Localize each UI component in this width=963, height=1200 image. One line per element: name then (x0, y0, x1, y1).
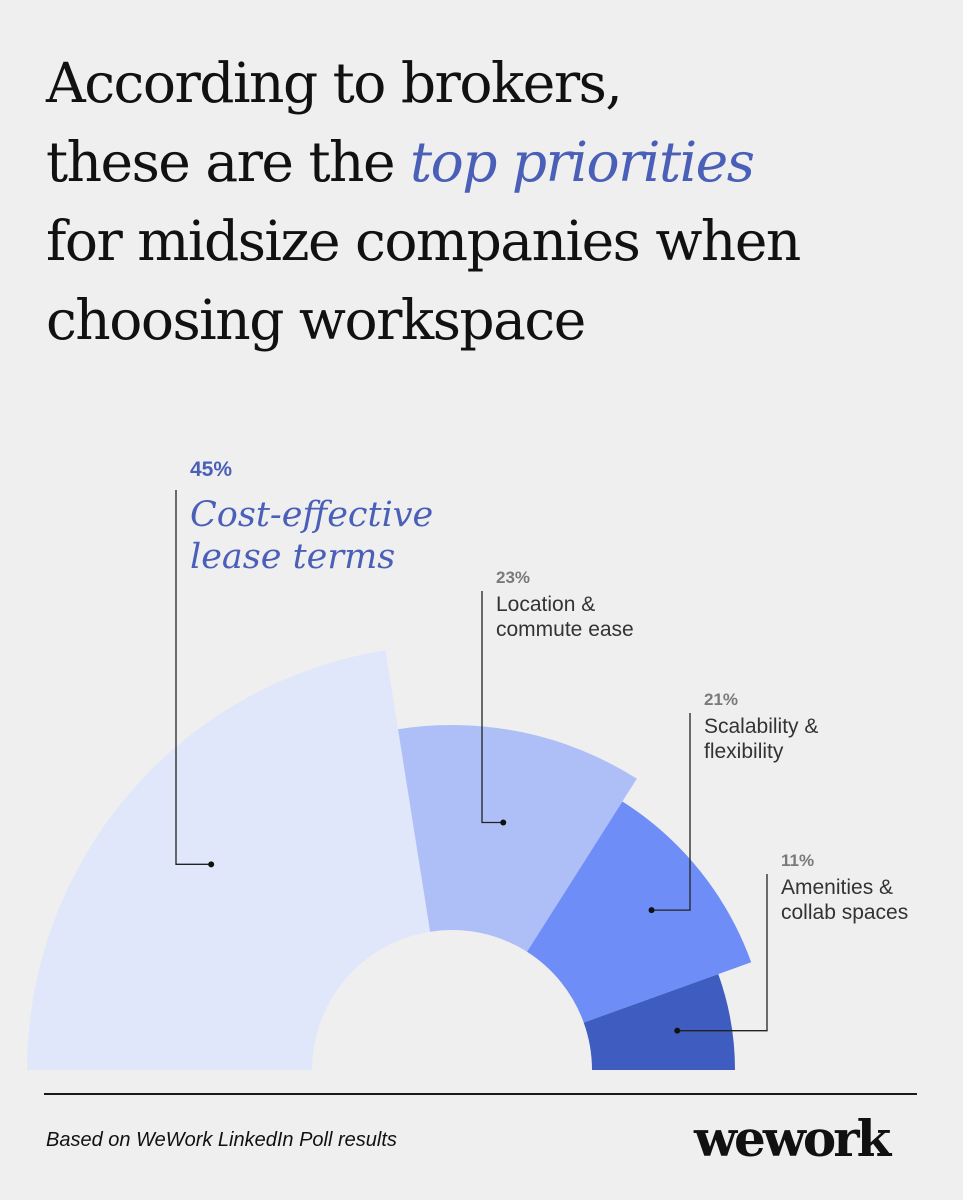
headline: According to brokers, these are the top … (46, 44, 936, 360)
slice-percent-label: 45% (190, 458, 232, 481)
slice-name-label: lease terms (190, 537, 395, 577)
leader-line-4 (677, 874, 768, 1032)
slice-percent-label: 11% (781, 851, 814, 870)
leader-line-2 (481, 591, 504, 824)
leader-dot-4 (674, 1027, 681, 1034)
headline-line-4: choosing workspace (46, 288, 586, 352)
leader-dot-3 (648, 907, 655, 914)
slice-name-label: commute ease (496, 618, 634, 641)
leader-line-3 (651, 713, 691, 911)
headline-highlight: top priorities (410, 130, 755, 194)
slice-name-label: Scalability & (704, 715, 818, 738)
headline-line-3: for midsize companies when (46, 209, 801, 273)
leader-line-1 (175, 490, 212, 865)
slice-name-label: Cost-effective (190, 495, 433, 535)
headline-line-2-prefix: these are the (46, 130, 410, 194)
slice-3 (527, 801, 752, 1023)
slice-4 (583, 974, 735, 1070)
wework-logo: wework (694, 1109, 891, 1168)
slice-name-label: flexibility (704, 740, 784, 763)
slice-percent-label: 21% (704, 690, 738, 709)
source-note: Based on WeWork LinkedIn Poll results (46, 1129, 397, 1151)
headline-line-2: these are the top priorities (46, 123, 936, 202)
headline-line-1: According to brokers, (46, 51, 623, 115)
footer-divider (44, 1093, 917, 1095)
slice-2 (398, 725, 637, 952)
leader-dot-1 (208, 861, 215, 868)
slice-name-label: Location & (496, 593, 595, 616)
slice-name-label: Amenities & (781, 876, 893, 899)
leader-dot-2 (500, 819, 507, 826)
slice-name-label: collab spaces (781, 901, 908, 924)
slice-1 (27, 650, 431, 1070)
slice-percent-label: 23% (496, 568, 530, 587)
